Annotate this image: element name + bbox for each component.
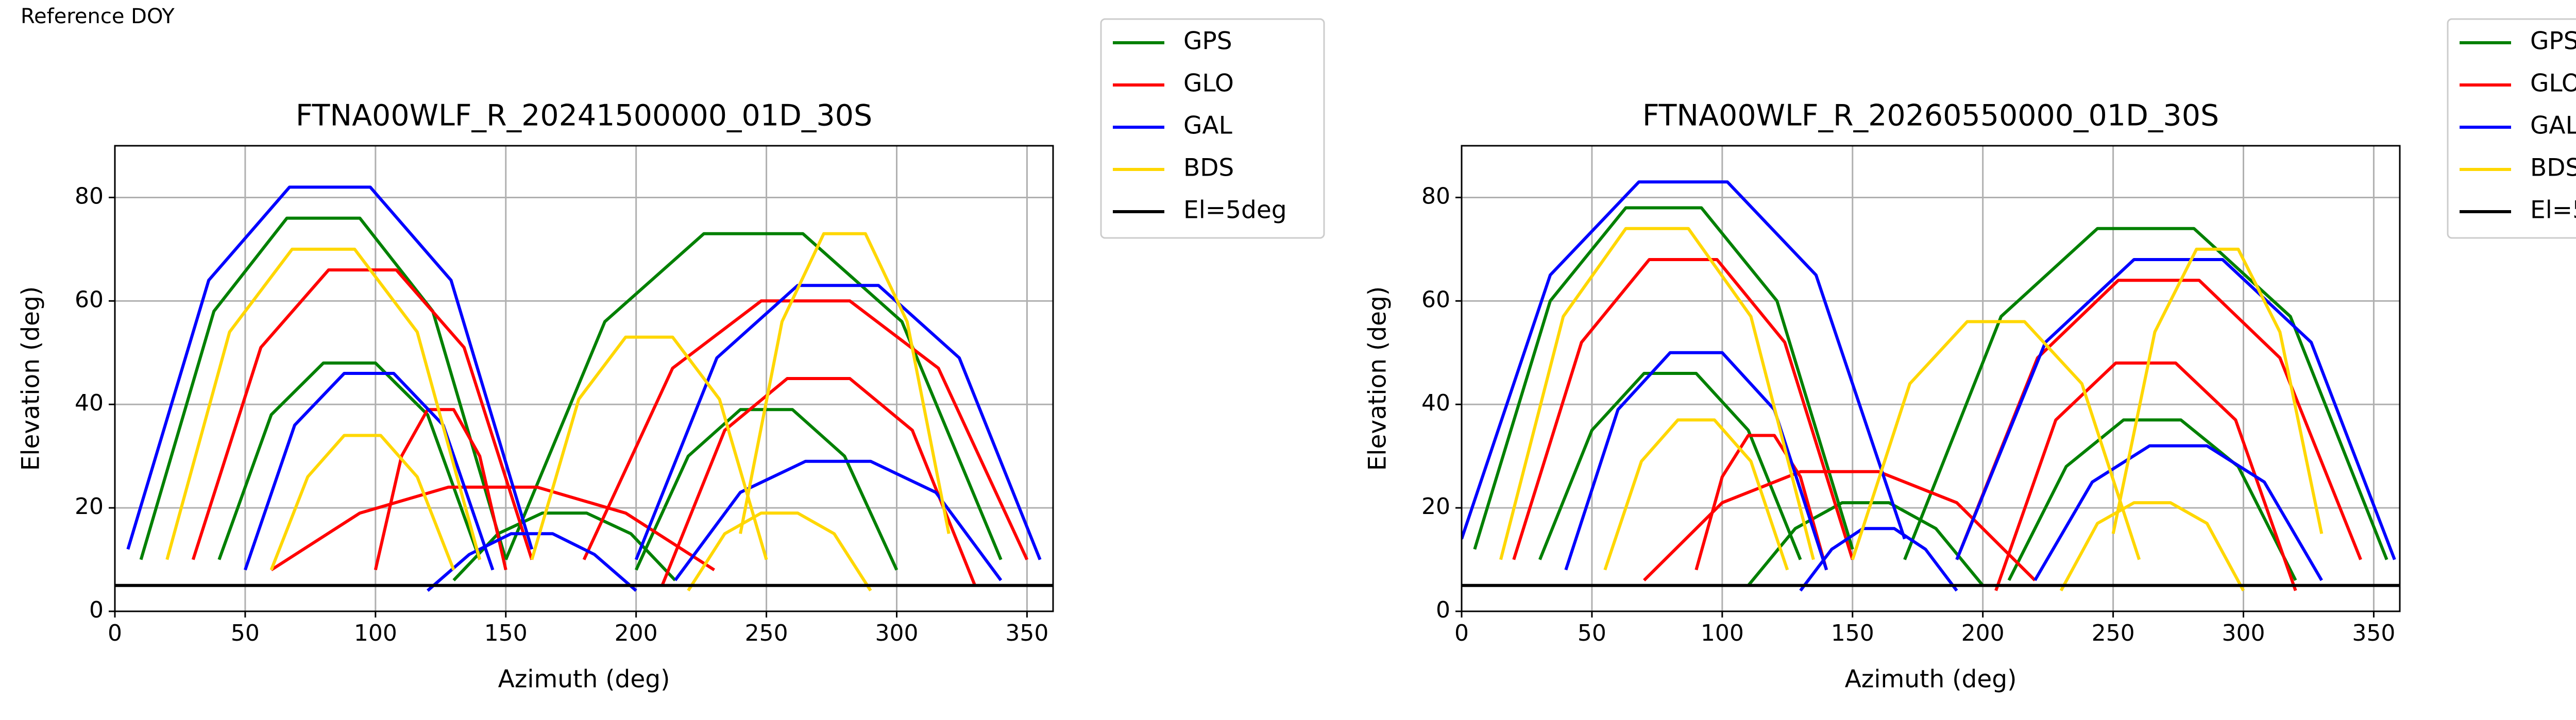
- x-tick-label: 350: [1005, 620, 1048, 646]
- x-tick-label: 300: [875, 620, 919, 646]
- y-tick-label: 60: [1421, 286, 1450, 313]
- chart: FTNA00WLF_R_20241500000_01D_30S 0 50 100 150…: [17, 18, 1325, 694]
- x-axis-label: Azimuth (deg): [498, 665, 670, 694]
- x-tick-label: 250: [745, 620, 788, 646]
- y-tick-label: 40: [75, 390, 104, 416]
- legend-box: [1100, 18, 1325, 239]
- chart: FTNA00WLF_R_20260550000_01D_30S 0 50 100 150…: [1364, 18, 2576, 694]
- legend-label: GLO: [1183, 70, 1234, 98]
- x-tick-label: 0: [108, 620, 122, 646]
- x-tick-label: 150: [1831, 620, 1874, 646]
- series-line: [1499, 227, 2324, 592]
- legend-label: El=5deg: [1183, 196, 1287, 225]
- x-axis-label: Azimuth (deg): [1845, 665, 2017, 694]
- x-tick-label: 150: [484, 620, 528, 646]
- y-tick-label: 80: [75, 183, 104, 209]
- legend-label: El=5deg: [2530, 196, 2576, 225]
- legend-label: GAL: [2530, 112, 2576, 140]
- series-line: [1462, 180, 2396, 592]
- y-axis-label: Elevation (deg): [17, 286, 45, 471]
- x-tick-label: 50: [231, 620, 260, 646]
- figure-label: Reference DOY: [21, 5, 175, 28]
- x-tick-label: 200: [615, 620, 658, 646]
- y-tick-label: 0: [89, 597, 104, 623]
- legend-label: GLO: [2530, 70, 2576, 98]
- x-tick-label: 100: [1701, 620, 1744, 646]
- x-tick-label: 50: [1578, 620, 1606, 646]
- legend-label: BDS: [1183, 154, 1234, 182]
- axes-frame: [1461, 145, 2401, 612]
- series-line: [139, 216, 1003, 581]
- x-tick-label: 300: [2222, 620, 2265, 646]
- chart-title: FTNA00WLF_R_20241500000_01D_30S: [296, 99, 872, 133]
- legend-box: [2447, 18, 2576, 239]
- y-tick-label: 80: [1421, 183, 1450, 209]
- y-tick-label: 60: [75, 286, 104, 313]
- series-line: [191, 268, 1029, 586]
- legend-label: BDS: [2530, 154, 2576, 182]
- x-tick-label: 0: [1454, 620, 1469, 646]
- chart-title: FTNA00WLF_R_20260550000_01D_30S: [1642, 99, 2219, 133]
- legend-label: GPS: [1183, 27, 1232, 56]
- x-tick-label: 250: [2092, 620, 2135, 646]
- y-tick-label: 40: [1421, 390, 1450, 416]
- series-line: [165, 232, 951, 592]
- x-tick-label: 350: [2352, 620, 2395, 646]
- series-line: [126, 185, 1042, 592]
- y-tick-label: 20: [1421, 493, 1450, 520]
- legend-label: GPS: [2530, 27, 2576, 56]
- series-line: [1473, 206, 2388, 587]
- legend-label: GAL: [1183, 112, 1232, 140]
- series-line: [1512, 258, 2362, 591]
- y-tick-label: 20: [75, 493, 104, 520]
- x-tick-label: 100: [354, 620, 397, 646]
- y-axis-label: Elevation (deg): [1364, 286, 1392, 471]
- x-tick-label: 200: [1961, 620, 2005, 646]
- axes-frame: [114, 145, 1054, 612]
- y-tick-label: 0: [1436, 597, 1450, 623]
